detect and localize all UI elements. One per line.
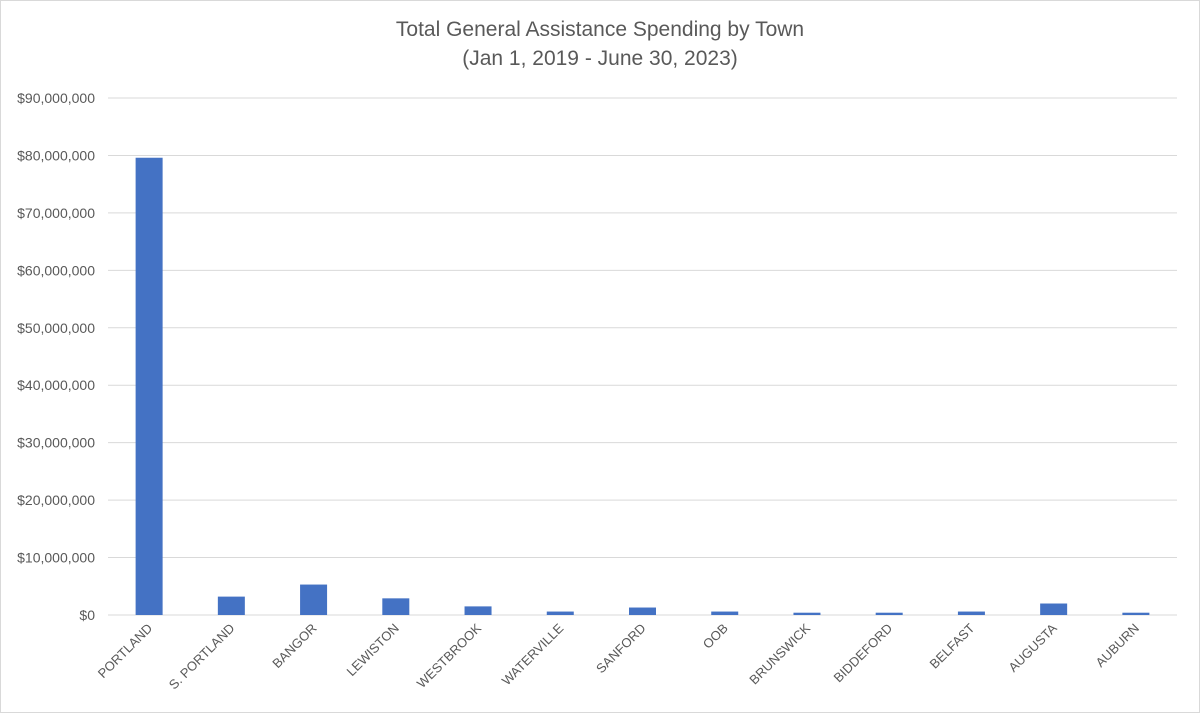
x-tick-label: BELFAST (927, 620, 978, 671)
bar-portland (135, 157, 163, 615)
x-tick-label: BRUNSWICK (746, 620, 813, 687)
bar-auburn (1122, 612, 1150, 615)
x-tick-label: SANFORD (593, 621, 649, 677)
y-tick-label: $80,000,000 (17, 147, 95, 163)
y-tick-label: $90,000,000 (17, 90, 95, 106)
chart-title: Total General Assistance Spending by Tow… (395, 18, 805, 41)
bar-brunswick (793, 612, 821, 615)
y-tick-label: $30,000,000 (17, 435, 95, 451)
bar-sanford (629, 607, 656, 615)
bar-biddeford (875, 612, 903, 615)
y-tick-label: $40,000,000 (17, 377, 95, 393)
bars (135, 157, 1150, 615)
bar-westbrook (464, 606, 492, 615)
chart-subtitle: (Jan 1, 2019 - June 30, 2023) (462, 47, 738, 70)
x-tick-label: BANGOR (269, 621, 319, 671)
bar-lewiston (382, 598, 410, 615)
x-tick-label: WATERVILLE (499, 620, 567, 688)
y-tick-label: $10,000,000 (17, 550, 95, 566)
x-tick-label: WESTBROOK (414, 620, 485, 691)
x-tick-label: AUGUSTA (1005, 620, 1060, 675)
x-tick-label: OOB (700, 621, 731, 652)
y-tick-label: $50,000,000 (17, 320, 95, 336)
x-tick-label: S. PORTLAND (166, 621, 238, 693)
y-tick-label: $20,000,000 (17, 492, 95, 508)
y-tick-label: $70,000,000 (17, 205, 95, 221)
y-axis-tick-labels: $0 $10,000,000 $20,000,000 $30,000,000 $40,0… (17, 90, 95, 623)
bar-augusta (1040, 603, 1068, 615)
x-tick-label: LEWISTON (343, 621, 401, 679)
bar-waterville (546, 611, 574, 615)
x-tick-label: BIDDEFORD (831, 621, 896, 686)
bar-bangor (300, 584, 328, 615)
bar-belfast (957, 611, 985, 615)
x-axis-tick-labels: PORTLAND S. PORTLAND BANGOR LEWISTON WESTBRO… (95, 620, 1142, 692)
bar-oob (711, 611, 739, 615)
y-tick-label: $60,000,000 (17, 262, 95, 278)
gridlines (108, 97, 1177, 616)
y-tick-label: $0 (79, 607, 95, 623)
x-tick-label: AUBURN (1093, 621, 1142, 670)
bar-s-portland (217, 596, 245, 615)
x-tick-label: PORTLAND (95, 621, 156, 682)
